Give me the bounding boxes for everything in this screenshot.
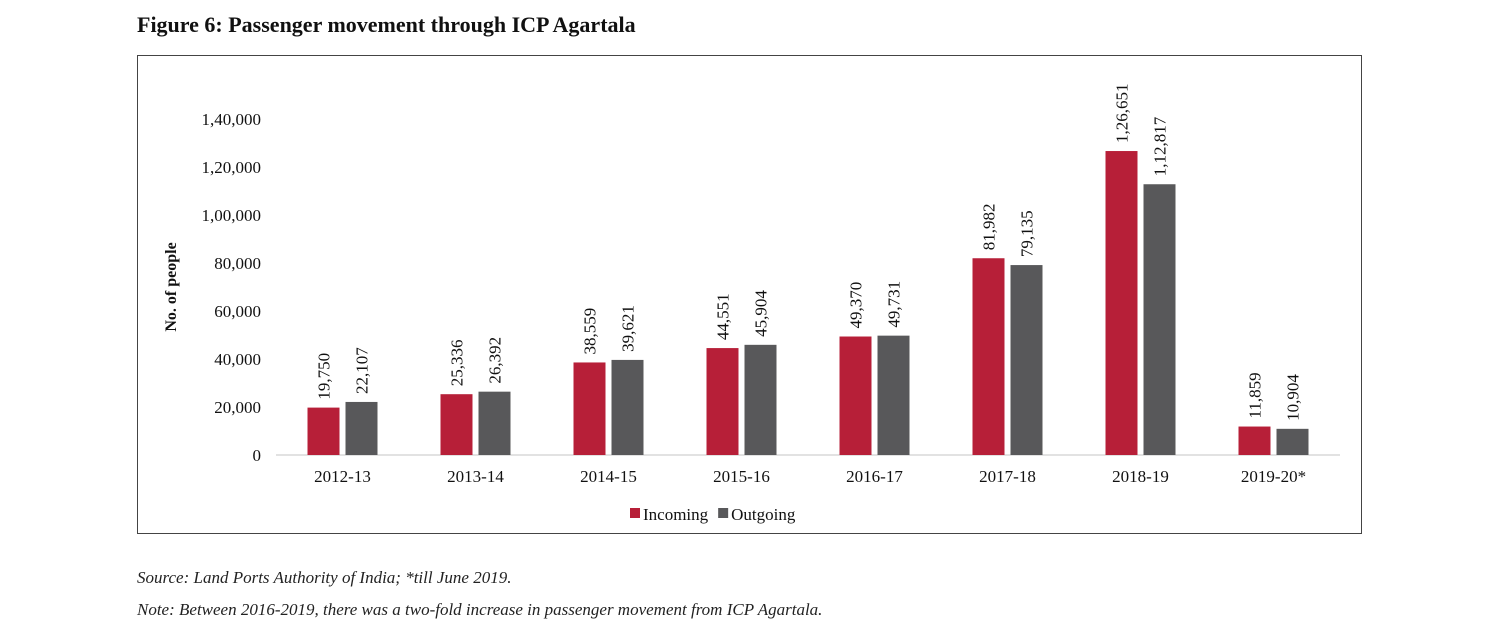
data-label: 25,336 <box>448 339 467 386</box>
legend-swatch-outgoing <box>718 508 729 518</box>
y-tick-label: 0 <box>253 446 262 465</box>
bar-outgoing <box>1276 428 1309 455</box>
legend-swatch-incoming <box>630 508 640 518</box>
bar-incoming <box>972 258 1005 455</box>
bar-incoming <box>573 362 606 455</box>
x-tick-label: 2016-17 <box>846 467 903 486</box>
y-tick-label: 20,000 <box>214 398 261 417</box>
source-note: Source: Land Ports Authority of India; *… <box>137 568 512 587</box>
data-label: 26,392 <box>486 337 505 384</box>
bar-outgoing <box>1010 265 1043 455</box>
x-tick-label: 2015-16 <box>713 467 770 486</box>
bar-incoming <box>839 336 872 455</box>
x-tick-label: 2017-18 <box>979 467 1036 486</box>
y-tick-label: 1,00,000 <box>202 206 262 225</box>
data-label: 1,26,651 <box>1113 84 1132 144</box>
legend-label-outgoing: Outgoing <box>731 505 796 524</box>
y-tick-label: 1,20,000 <box>202 158 262 177</box>
bar-outgoing <box>744 344 777 455</box>
data-label: 45,904 <box>752 290 771 337</box>
bar-outgoing <box>478 391 511 455</box>
data-label: 79,135 <box>1018 210 1037 257</box>
data-label: 49,731 <box>885 281 904 328</box>
bar-incoming <box>1105 151 1138 455</box>
data-label: 11,859 <box>1246 372 1265 418</box>
legend-label-incoming: Incoming <box>643 505 709 524</box>
x-tick-label: 2019-20* <box>1241 467 1306 486</box>
bar-incoming <box>440 394 473 455</box>
y-axis-label: No. of people <box>163 242 180 331</box>
footnote: Note: Between 2016-2019, there was a two… <box>137 600 823 619</box>
y-tick-label: 80,000 <box>214 254 261 273</box>
figure-title: Figure 6: Passenger movement through ICP… <box>137 12 636 37</box>
bar-incoming <box>307 407 340 455</box>
x-tick-label: 2012-13 <box>314 467 371 486</box>
data-label: 19,750 <box>315 353 334 400</box>
bar-incoming <box>706 348 739 455</box>
data-label: 39,621 <box>619 305 638 352</box>
bar-outgoing <box>611 359 644 455</box>
data-label: 22,107 <box>353 347 372 394</box>
data-label: 1,12,817 <box>1151 116 1170 176</box>
bar-incoming <box>1238 426 1271 455</box>
chart-frame <box>137 55 1362 534</box>
data-label: 49,370 <box>847 282 866 329</box>
y-tick-label: 1,40,000 <box>202 110 262 129</box>
x-tick-label: 2018-19 <box>1112 467 1169 486</box>
y-tick-label: 60,000 <box>214 302 261 321</box>
y-tick-label: 40,000 <box>214 350 261 369</box>
bar-outgoing <box>345 401 378 455</box>
data-label: 81,982 <box>980 203 999 250</box>
data-label: 38,559 <box>581 308 600 355</box>
bar-outgoing <box>1143 184 1176 455</box>
bar-outgoing <box>877 335 910 455</box>
x-tick-label: 2013-14 <box>447 467 504 486</box>
data-label: 10,904 <box>1284 374 1303 421</box>
x-tick-label: 2014-15 <box>580 467 637 486</box>
data-label: 44,551 <box>714 293 733 340</box>
